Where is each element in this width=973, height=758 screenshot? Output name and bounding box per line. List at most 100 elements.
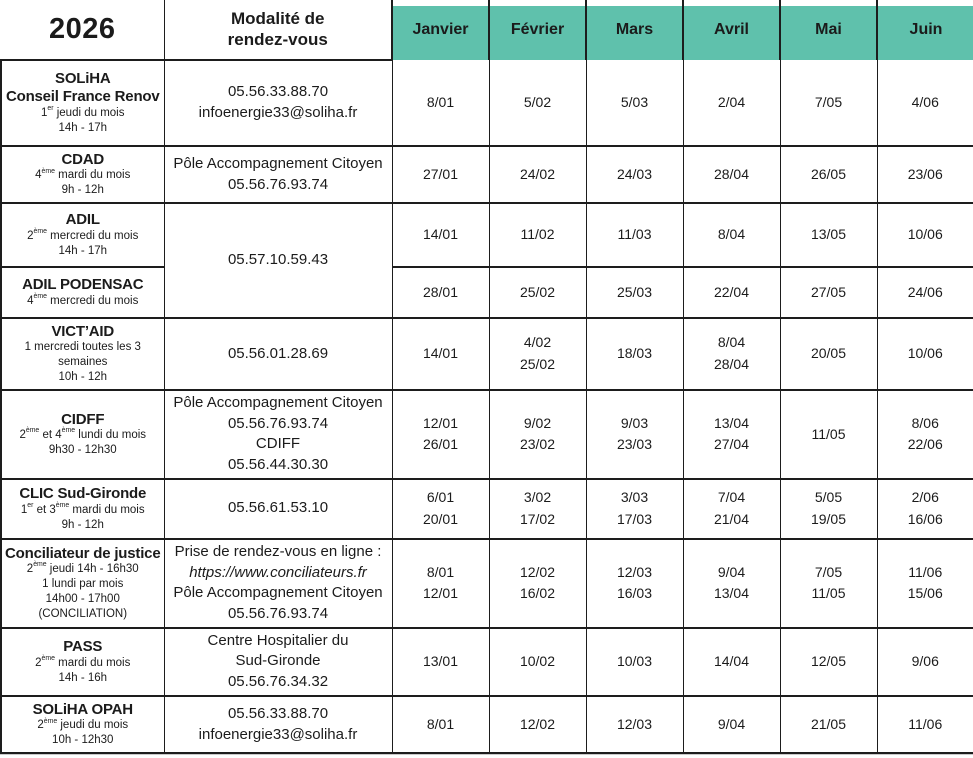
date-value: 25/02 — [519, 356, 556, 372]
date-value: 8/01 — [426, 715, 455, 732]
table-row-clic-sud-gironde: CLIC Sud-Gironde 1er et 3ème mardi du moi… — [0, 477, 973, 540]
date-cell-adil-month6: 10/06 — [876, 202, 973, 268]
month-header-avril: Avril — [682, 0, 780, 60]
schedule-table-body: SOLiHA Conseil France Renov 1er jeudi du m… — [0, 59, 973, 756]
table-row-adil: ADIL 2ème mercredi du mois 14h - 17h 05.57.… — [0, 202, 973, 319]
date-value: 22/06 — [907, 436, 943, 453]
month-header-juin: Juin — [876, 0, 973, 60]
date-cell-pass-month1: 13/01 — [391, 626, 490, 697]
date-cell-conciliateur-de-justice-month1: 8/01 12/01 — [391, 537, 490, 629]
date-cell-conciliateur-de-justice-month5: 7/05 11/05 — [779, 537, 878, 629]
date-cell-pass-month2: 10/02 — [488, 626, 587, 697]
date-value: 4/02 — [523, 334, 552, 351]
date-value: 22/04 — [713, 283, 750, 300]
org-schedule-line: semaines — [58, 356, 108, 369]
date-cell-victaid-month5: 20/05 — [779, 317, 878, 391]
date-cell-soliha-conseil-france-renov-month1: 8/01 — [391, 60, 490, 147]
month-header-mai: Mai — [779, 0, 877, 60]
modalite-line: Pôle Accompagnement Citoyen — [173, 394, 383, 411]
date-value: 20/01 — [422, 510, 459, 527]
org-cell-cdad: CDAD 4ème mardi du mois 9h - 12h — [0, 145, 165, 204]
date-value: 23/03 — [616, 436, 653, 453]
date-cell-soliha-conseil-france-renov-month3: 5/03 — [585, 60, 684, 147]
date-value: 5/03 — [620, 93, 649, 110]
org-schedule-line: 9h - 12h — [61, 518, 104, 531]
org-schedule-line: (CONCILIATION) — [38, 608, 128, 621]
modalite-line: https://www.conciliateurs.fr — [189, 563, 367, 581]
modalite-line: 05.56.61.53.10 — [227, 499, 329, 517]
date-value: 21/05 — [810, 715, 847, 732]
org-name-line: CLIC Sud-Gironde — [19, 484, 147, 502]
modalite-line: 05.56.76.93.74 — [227, 414, 329, 432]
date-cell-cidff-month4: 13/04 27/04 — [682, 389, 781, 480]
org-name-line: SOLiHA — [55, 70, 111, 88]
date-value: 11/03 — [617, 226, 652, 243]
date-value: 25/03 — [616, 283, 653, 300]
org-schedule-line: 10h - 12h — [58, 371, 108, 384]
date-value: 12/01 — [422, 585, 459, 602]
date-cell-cdad-month1: 27/01 — [391, 145, 490, 204]
date-cell-adil-podensac-month6: 24/06 — [876, 266, 973, 319]
date-value: 24/06 — [907, 283, 943, 300]
org-schedule-line: 9h30 - 12h30 — [48, 444, 117, 457]
date-value: 8/06 — [911, 414, 939, 431]
date-value: 13/04 — [713, 414, 750, 431]
date-value: 11/05 — [811, 585, 846, 602]
date-cell-adil-podensac-month3: 25/03 — [585, 266, 684, 319]
table-row-soliha-conseil-france-renov: SOLiHA Conseil France Renov 1er jeudi du m… — [0, 59, 973, 147]
org-schedule-line: 4ème mercredi du mois — [27, 293, 139, 307]
date-value: 14/01 — [422, 226, 459, 243]
date-value: 9/06 — [911, 652, 939, 669]
org-cell-soliha-conseil-france-renov: SOLiHA Conseil France Renov 1er jeudi du m… — [0, 59, 165, 147]
org-schedule-line: 2ème jeudi du mois — [37, 717, 129, 732]
date-value: 6/01 — [426, 489, 455, 506]
modalite-line: Pôle Accompagnement Citoyen — [173, 154, 383, 172]
org-schedule-line: 1er jeudi du mois — [40, 104, 125, 119]
date-cell-victaid-month4: 8/04 28/04 — [682, 317, 781, 391]
date-cell-victaid-month3: 18/03 — [585, 317, 684, 391]
table-row-conciliateur-de-justice: Conciliateur de justice 2ème jeudi 14h - … — [0, 537, 973, 629]
date-value: 12/01 — [422, 414, 459, 431]
modalite-line: 05.56.76.34.32 — [227, 673, 329, 691]
table-row-cidff: CIDFF 2ème et 4ème lundi du mois 9h30 - 12… — [0, 389, 973, 480]
org-name-line: Conseil France Renov — [5, 88, 160, 106]
year-header: 2026 — [1, 0, 165, 61]
month-header-fevrier: Février — [488, 0, 586, 60]
date-cell-soliha-opah-month2: 12/02 — [488, 694, 587, 756]
date-value: 16/03 — [616, 585, 653, 602]
date-cell-soliha-conseil-france-renov-month6: 4/06 — [876, 60, 973, 147]
date-value: 12/02 — [519, 715, 556, 732]
org-schedule-line: 14h - 16h — [58, 671, 108, 684]
date-cell-adil-month2: 11/02 — [488, 202, 587, 268]
date-cell-cidff-month3: 9/03 23/03 — [585, 389, 684, 480]
date-cell-clic-sud-gironde-month3: 3/03 17/03 — [585, 477, 684, 540]
org-cell-clic-sud-gironde: CLIC Sud-Gironde 1er et 3ème mardi du moi… — [0, 477, 165, 540]
modalite-header-line1: Modalité de — [230, 9, 325, 29]
org-schedule-line: 1 mercredi toutes les 3 — [24, 341, 141, 354]
date-value: 12/05 — [810, 652, 847, 669]
org-cell-soliha-opah: SOLiHA OPAH 2ème jeudi du mois 10h - 12h30 — [0, 694, 165, 756]
modalite-line: Prise de rendez-vous en ligne : — [174, 542, 382, 560]
modalite-cell-cidff: Pôle Accompagnement Citoyen 05.56.76.93.7… — [163, 389, 393, 480]
date-value: 9/02 — [523, 414, 552, 431]
org-cell-pass: PASS 2ème mardi du mois 14h - 16h — [0, 626, 165, 697]
date-cell-adil-month3: 11/03 — [585, 202, 684, 268]
date-cell-adil-month4: 8/04 — [682, 202, 781, 268]
date-value: 7/05 — [814, 93, 843, 110]
month-header-janvier: Janvier — [391, 0, 489, 60]
date-cell-soliha-conseil-france-renov-month5: 7/05 — [779, 60, 878, 147]
date-value: 8/01 — [426, 563, 455, 580]
modalite-line: 05.56.33.88.70 — [227, 704, 329, 722]
date-cell-victaid-month2: 4/02 25/02 — [488, 317, 587, 391]
date-value: 10/03 — [616, 652, 653, 669]
date-value: 28/04 — [713, 356, 750, 372]
date-cell-pass-month3: 10/03 — [585, 626, 684, 697]
org-schedule-line: 14h - 17h — [58, 244, 108, 257]
date-value: 28/04 — [713, 165, 750, 182]
date-value: 15/06 — [907, 585, 943, 602]
modalite-line: CDIFF — [255, 435, 301, 453]
date-cell-cdad-month5: 26/05 — [779, 145, 878, 204]
date-value: 3/03 — [620, 489, 649, 506]
date-cell-soliha-opah-month6: 11/06 — [876, 694, 973, 756]
date-value: 24/02 — [519, 165, 556, 182]
